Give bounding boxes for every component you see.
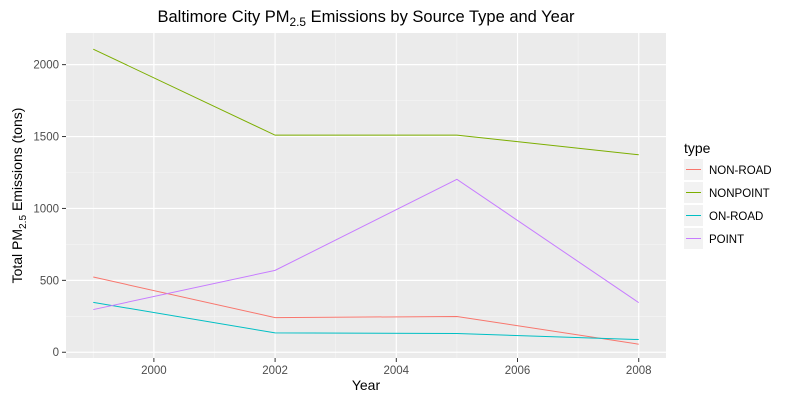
series-line-point	[93, 178, 640, 311]
series-line-nonpoint	[93, 48, 639, 156]
legend-label: NON-ROAD	[709, 165, 772, 177]
plot-panel	[66, 33, 666, 358]
y-tick-label: 2000	[33, 60, 59, 72]
legend: type NON-ROAD NONPOINT ON-ROAD POINT	[684, 140, 772, 249]
legend-item-nonpoint: NONPOINT	[684, 182, 770, 203]
legend-label: ON-ROAD	[709, 211, 763, 223]
y-tick-label: 0	[53, 347, 59, 359]
series-line-non-road	[93, 276, 639, 345]
x-tick-label: 2002	[262, 365, 288, 377]
x-tick-label: 2000	[141, 365, 167, 377]
legend-item-non-road: NON-ROAD	[684, 159, 772, 180]
y-axis-title: Total PM2.5 Emissions (tons)	[9, 108, 29, 284]
x-tick-label: 2004	[384, 365, 410, 377]
x-axis-title: Year	[352, 377, 381, 393]
y-tick-label: 500	[40, 275, 59, 287]
x-axis: 2000 2002 2004 2006 2008	[141, 358, 652, 377]
legend-title: type	[684, 140, 711, 156]
legend-label: NONPOINT	[709, 188, 770, 200]
y-tick-label: 1500	[33, 132, 59, 144]
major-gridlines	[66, 33, 666, 358]
legend-item-on-road: ON-ROAD	[684, 205, 763, 226]
y-tick-label: 1000	[33, 203, 59, 215]
y-axis: 0 500 1000 1500 2000	[33, 60, 66, 359]
x-tick-label: 2008	[626, 365, 652, 377]
legend-item-point: POINT	[684, 228, 744, 249]
legend-label: POINT	[709, 234, 744, 246]
x-tick-label: 2006	[505, 365, 531, 377]
chart-title: Baltimore City PM2.5 Emissions by Source…	[158, 8, 575, 29]
minor-gridlines	[66, 33, 666, 358]
series-line-on-road	[93, 301, 639, 341]
series-lines	[93, 48, 640, 345]
